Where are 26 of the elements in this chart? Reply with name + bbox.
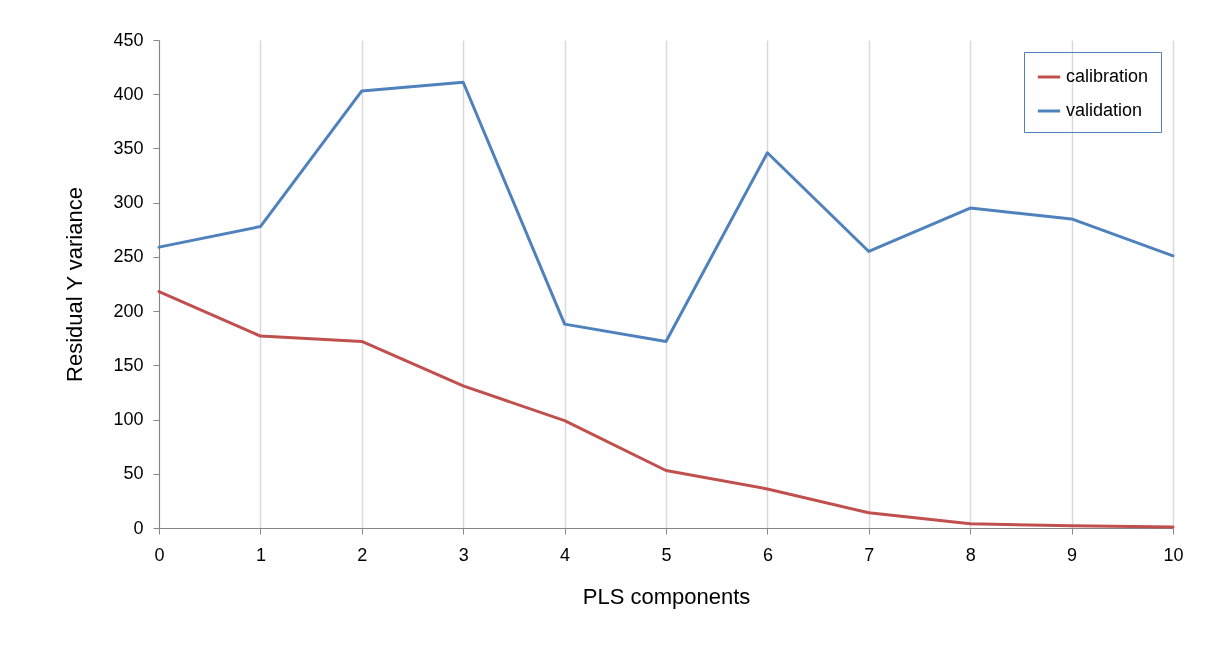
y-tick-label: 450 xyxy=(113,29,144,50)
x-tick-label: 7 xyxy=(864,544,875,565)
x-axis-title: PLS components xyxy=(582,583,751,609)
legend-label: validation xyxy=(1066,100,1143,120)
y-tick-label: 400 xyxy=(113,83,144,104)
y-axis-title: Residual Y variance xyxy=(62,187,88,382)
y-tick-label: 50 xyxy=(123,463,144,484)
x-tick-label: 6 xyxy=(762,544,773,565)
x-tick-label: 8 xyxy=(965,544,976,565)
y-tick-label: 0 xyxy=(133,517,144,538)
line-series xyxy=(157,80,1175,343)
y-tick-label: 350 xyxy=(113,137,144,158)
x-tick-label: 10 xyxy=(1163,544,1184,565)
y-tick-label: 100 xyxy=(113,409,144,430)
x-tick-label: 2 xyxy=(357,544,368,565)
y-tick-label: 150 xyxy=(113,354,144,375)
x-tick-label: 9 xyxy=(1067,544,1078,565)
x-tick-label: 1 xyxy=(255,544,266,565)
x-tick-label: 5 xyxy=(661,544,672,565)
y-tick-label: 300 xyxy=(113,192,144,213)
y-tick-label: 200 xyxy=(113,300,144,321)
x-tick-label: 4 xyxy=(560,544,571,565)
x-tick-label: 0 xyxy=(154,544,165,565)
y-tick-label: 250 xyxy=(113,246,144,267)
x-tick-label: 3 xyxy=(458,544,469,565)
legend-label: calibration xyxy=(1066,66,1149,86)
